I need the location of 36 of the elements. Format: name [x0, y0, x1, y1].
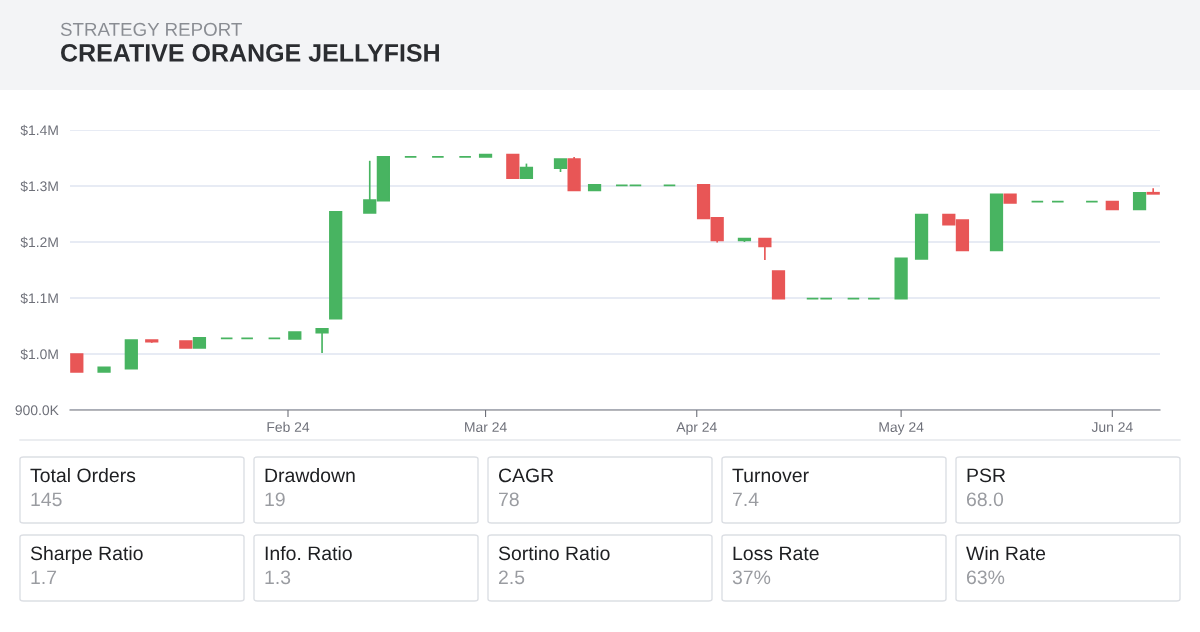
category-label: Loss Rate — [733, 546, 819, 561]
x-tick-label: Apr 24 — [676, 422, 717, 435]
candlestick — [758, 237, 772, 261]
text: 78 — [499, 492, 519, 507]
y-tick-label: $1.1M — [20, 292, 58, 304]
y-tick-label: $1.3M — [20, 180, 58, 192]
y-tick-label: 900.0K — [15, 405, 59, 416]
text: 37% — [732, 570, 771, 585]
text: 19 — [265, 492, 285, 507]
x-tick-label: Feb 24 — [267, 421, 310, 433]
text: 7.4 — [733, 492, 759, 507]
category-label: Turnover — [732, 468, 809, 483]
category-label: Win Rate — [966, 545, 1046, 561]
text: 1.3 — [265, 570, 291, 585]
category-label: Info. Ratio — [265, 545, 352, 561]
x-tick-label: Mar 24 — [465, 422, 507, 433]
text: 145 — [31, 492, 62, 507]
text: 63% — [966, 570, 1005, 585]
chart-title: CREATIVE ORANGE JELLYFISH — [61, 44, 439, 62]
category-label: Sortino Ratio — [498, 545, 610, 561]
y-tick-label: $1.2M — [20, 236, 58, 248]
x-tick-label: Jun 24 — [1091, 422, 1133, 433]
candlestick — [506, 153, 520, 179]
category-label: Sharpe Ratio — [30, 545, 143, 565]
category-label: Drawdown — [265, 467, 355, 483]
candlestick — [315, 327, 329, 354]
text: 1.7 — [31, 570, 57, 585]
x-tick-label: May 24 — [879, 422, 924, 435]
text: 2.5 — [498, 570, 525, 585]
category-label: PSR — [967, 468, 1006, 483]
category-label: CAGR — [498, 468, 554, 483]
category-label: Total Orders — [30, 467, 136, 483]
y-tick-label: $1.0M — [20, 348, 58, 360]
text: 68.0 — [966, 492, 1004, 507]
chart-subtitle: STRATEGY REPORT — [60, 22, 242, 37]
y-tick-label: $1.4M — [20, 124, 58, 136]
